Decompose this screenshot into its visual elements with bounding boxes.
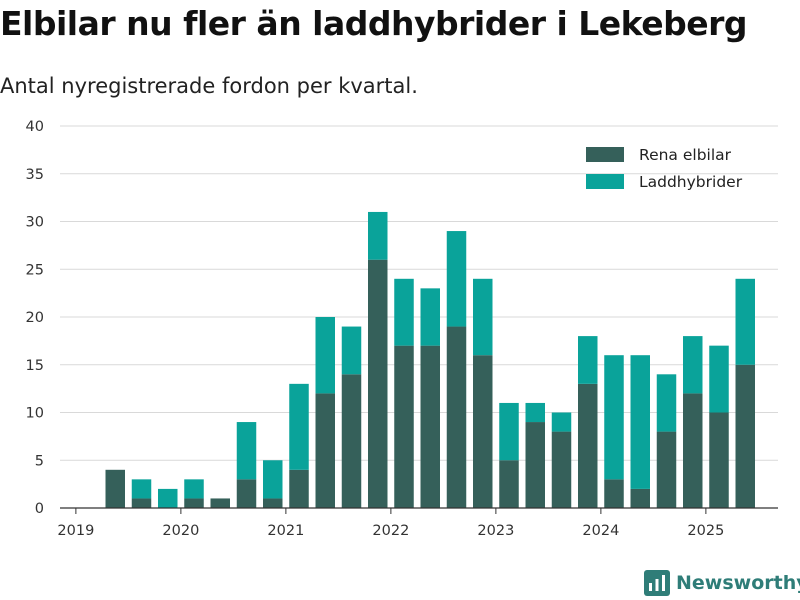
bar-laddhybrider: [394, 278, 414, 346]
x-tick-label: 2024: [582, 523, 619, 539]
bar-rena-elbilar: [525, 422, 545, 508]
bar-laddhybrider: [236, 422, 257, 480]
bar-rena-elbilar: [105, 469, 125, 508]
newsworthy-logo: Newsworthy: [644, 568, 800, 598]
bar-rena-elbilar: [630, 488, 650, 508]
bar-rena-elbilar: [210, 498, 230, 508]
bar-rena-elbilar: [709, 412, 729, 508]
bar-rena-elbilar: [473, 355, 493, 508]
bar-laddhybrider: [289, 383, 309, 470]
bar-rena-elbilar: [263, 498, 283, 508]
bar-rena-elbilar: [368, 259, 388, 508]
bar-rena-elbilar: [735, 364, 755, 508]
bar-rena-elbilar: [131, 498, 152, 508]
bar-laddhybrider: [630, 355, 650, 489]
bar-rena-elbilar: [446, 326, 467, 508]
x-tick-label: 2022: [372, 523, 409, 539]
bar-laddhybrider: [446, 231, 467, 327]
bar-rena-elbilar: [236, 479, 257, 508]
bar-rena-elbilar: [683, 393, 703, 508]
bar-rena-elbilar: [289, 469, 309, 508]
y-tick-label: 10: [26, 406, 44, 422]
bar-rena-elbilar: [184, 498, 204, 508]
bar-rena-elbilar: [604, 479, 624, 508]
bar-laddhybrider: [131, 479, 152, 499]
legend-swatch: [586, 147, 624, 162]
brand-name: Newsworthy: [676, 572, 800, 594]
bar-rena-elbilar: [341, 374, 362, 508]
bar-rena-elbilar: [578, 383, 598, 508]
bar-laddhybrider: [263, 460, 283, 499]
bar-rena-elbilar: [551, 431, 572, 508]
bar-laddhybrider: [420, 288, 440, 346]
x-tick-label: 2025: [687, 523, 724, 539]
bar-rena-elbilar: [656, 431, 677, 508]
bar-laddhybrider: [184, 479, 204, 499]
y-tick-label: 5: [35, 453, 44, 469]
bar-laddhybrider: [656, 374, 677, 432]
legend-label: Laddhybrider: [639, 173, 743, 191]
bar-rena-elbilar: [499, 460, 519, 508]
y-tick-label: 0: [35, 501, 44, 517]
bar-rena-elbilar: [420, 345, 440, 508]
bar-laddhybrider: [158, 488, 178, 508]
bar-laddhybrider: [525, 402, 545, 423]
bar-laddhybrider: [499, 402, 519, 461]
bar-laddhybrider: [578, 336, 598, 384]
x-tick-label: 2023: [477, 523, 514, 539]
bar-laddhybrider: [473, 278, 493, 356]
legend-swatch: [586, 174, 624, 189]
bar-laddhybrider: [341, 326, 362, 375]
legend-label: Rena elbilar: [639, 146, 732, 164]
chart-subtitle: Antal nyregistrerade fordon per kvartal.: [0, 74, 418, 98]
y-tick-label: 15: [26, 358, 44, 374]
bar-laddhybrider: [315, 317, 335, 394]
y-tick-label: 25: [26, 262, 44, 278]
y-tick-label: 30: [26, 215, 44, 231]
bar-laddhybrider: [709, 345, 729, 413]
bar-rena-elbilar: [315, 393, 335, 508]
x-tick-label: 2019: [57, 523, 94, 539]
bar-laddhybrider: [604, 355, 624, 480]
y-tick-label: 40: [26, 119, 44, 135]
x-tick-label: 2021: [267, 523, 304, 539]
y-tick-label: 20: [26, 310, 44, 326]
bar-rena-elbilar: [394, 345, 414, 508]
x-tick-label: 2020: [162, 523, 199, 539]
bar-chart-icon: [644, 570, 670, 596]
bar-laddhybrider: [551, 412, 572, 432]
y-tick-label: 35: [26, 167, 44, 183]
bar-laddhybrider: [735, 278, 755, 365]
chart-title: Elbilar nu fler än laddhybrider i Lekebe…: [0, 4, 748, 43]
bar-laddhybrider: [368, 211, 388, 260]
bar-laddhybrider: [683, 336, 703, 394]
